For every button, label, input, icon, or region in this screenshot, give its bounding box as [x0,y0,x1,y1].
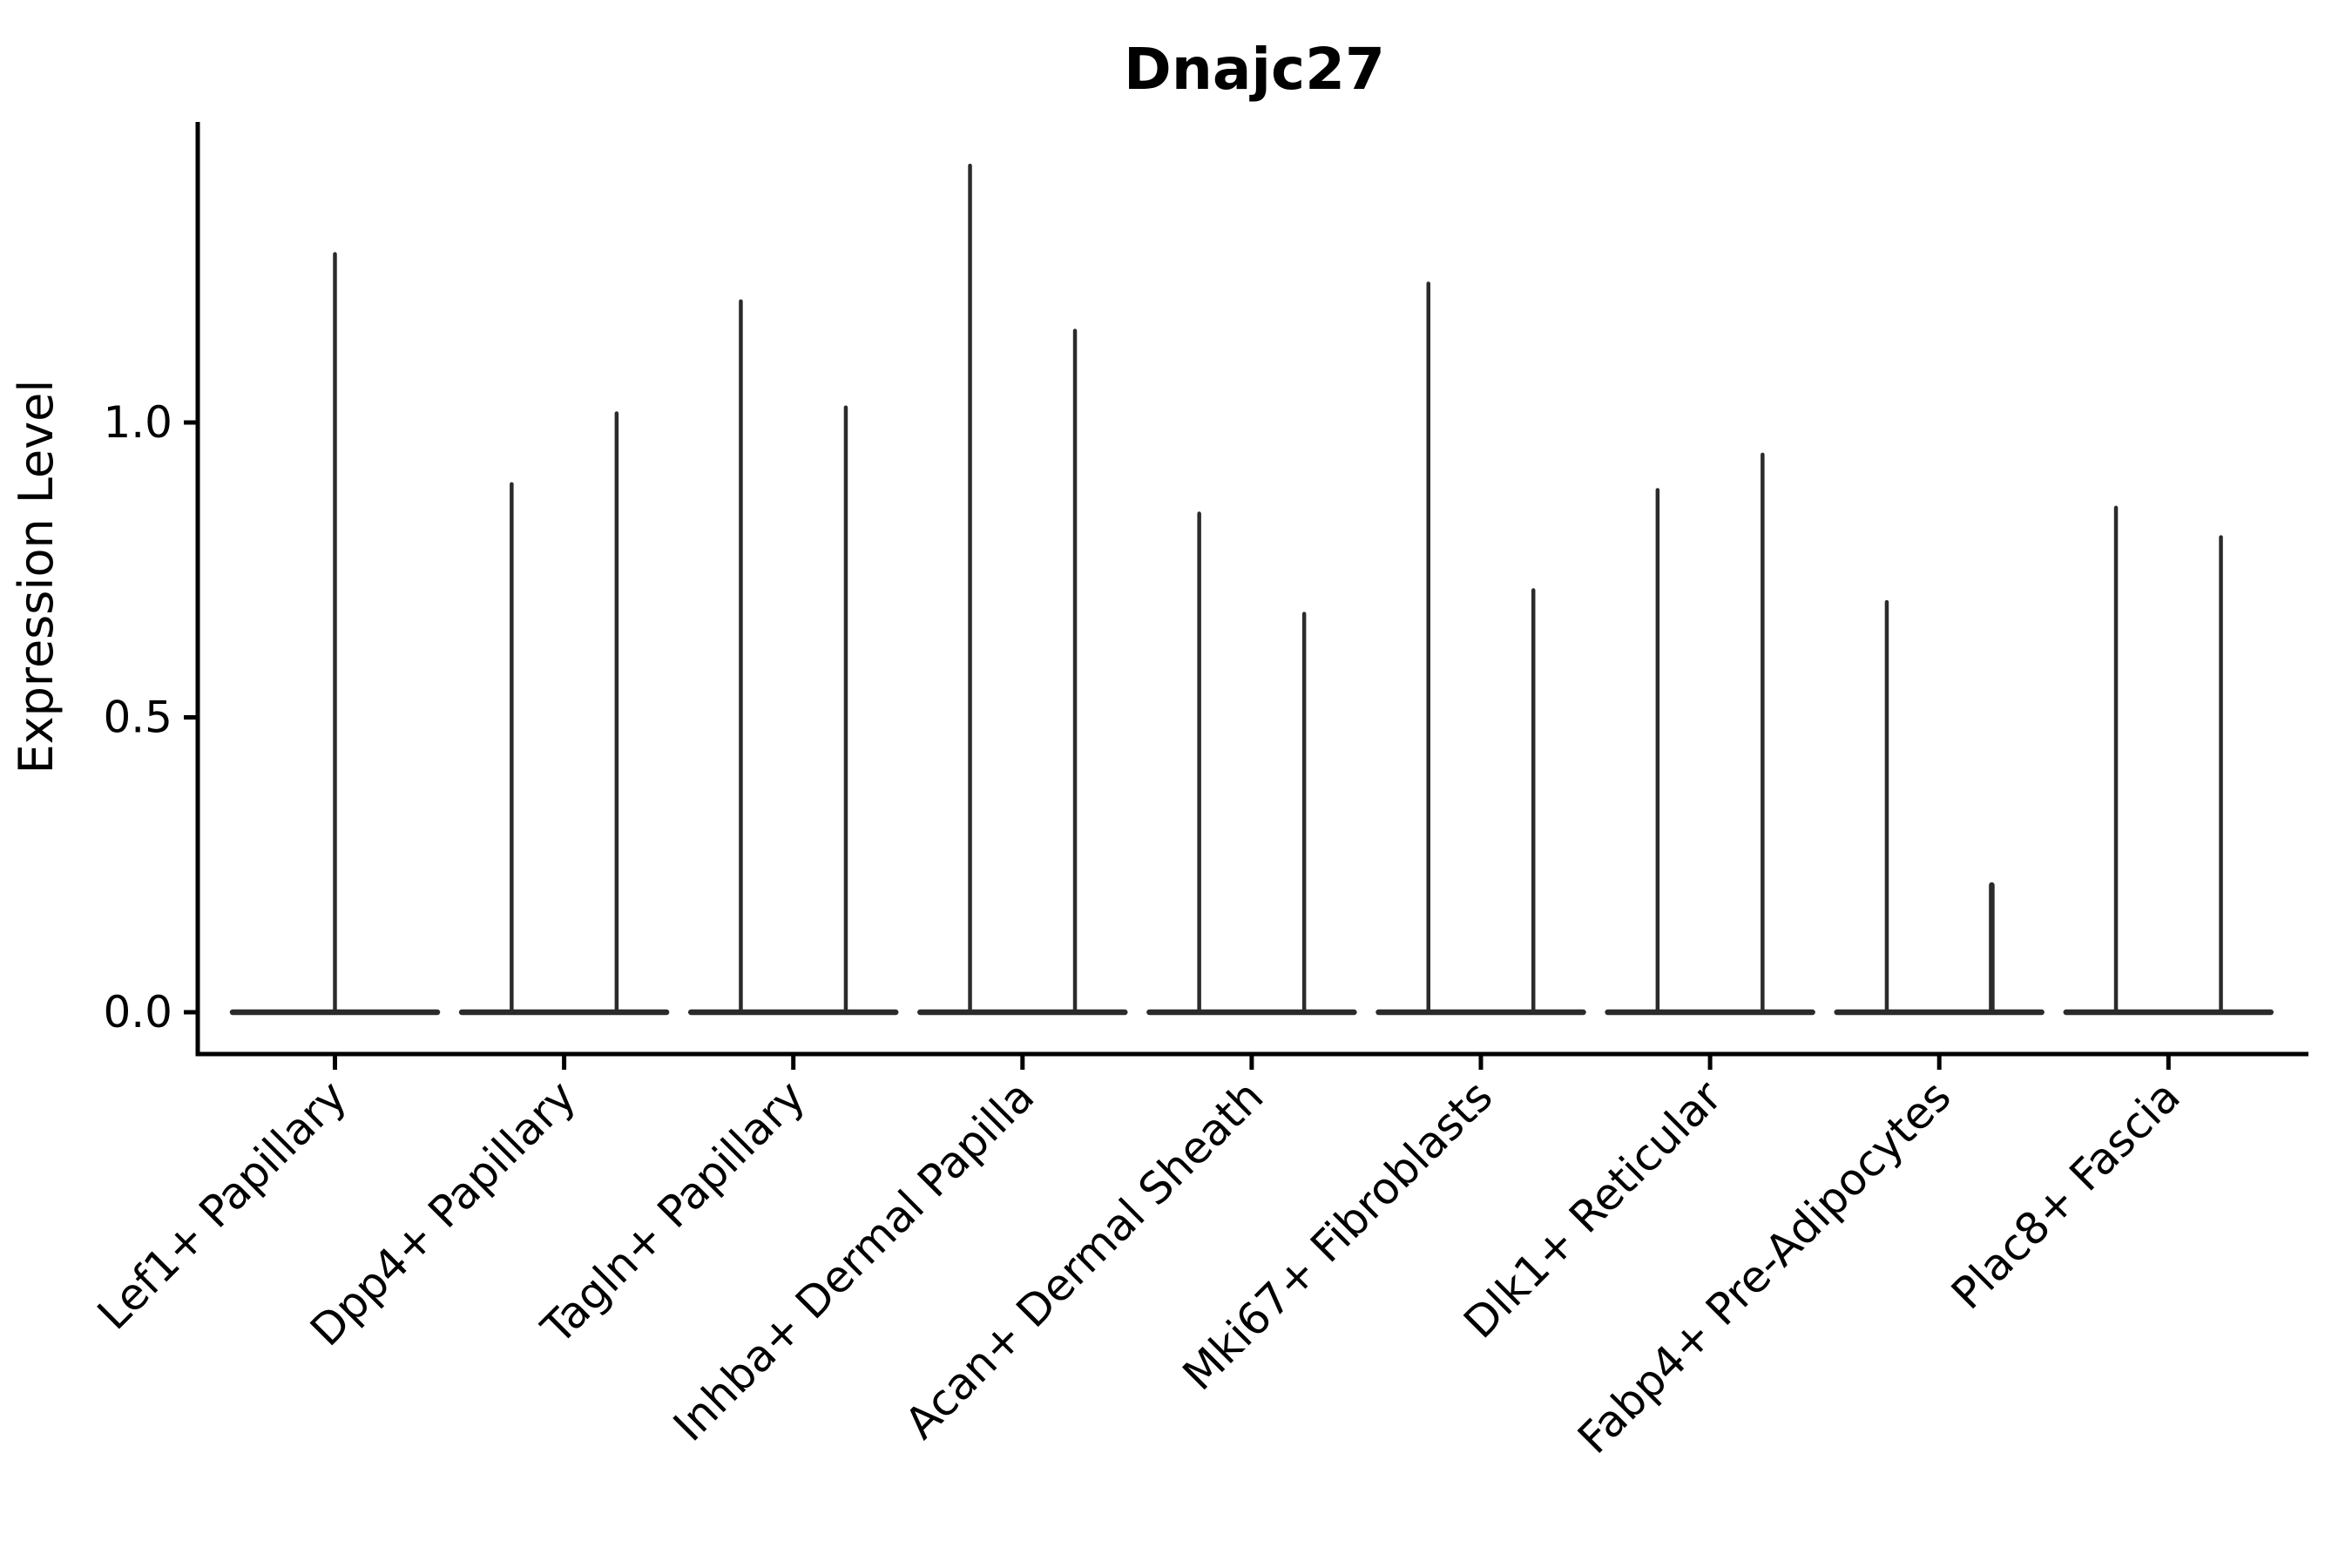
y-tick-label: 0.5 [103,693,172,743]
x-ticks [333,1056,2171,1070]
x-tick-label: Lef1+ Papillary [88,1071,356,1339]
x-tick-label: Plac8+ Fascia [1942,1071,2190,1319]
y-tick-label: 0.0 [103,987,172,1037]
y-axis-label: Expression Level [9,380,64,774]
y-tick-label: 1.0 [103,397,172,448]
chart-title: Dnajc27 [1124,36,1385,103]
violins [229,163,2274,1016]
y-ticks: 0.0 0.5 1.0 [103,397,196,1037]
x-tick-label: Fabp4+ Pre-Adipocytes [1568,1071,1961,1463]
